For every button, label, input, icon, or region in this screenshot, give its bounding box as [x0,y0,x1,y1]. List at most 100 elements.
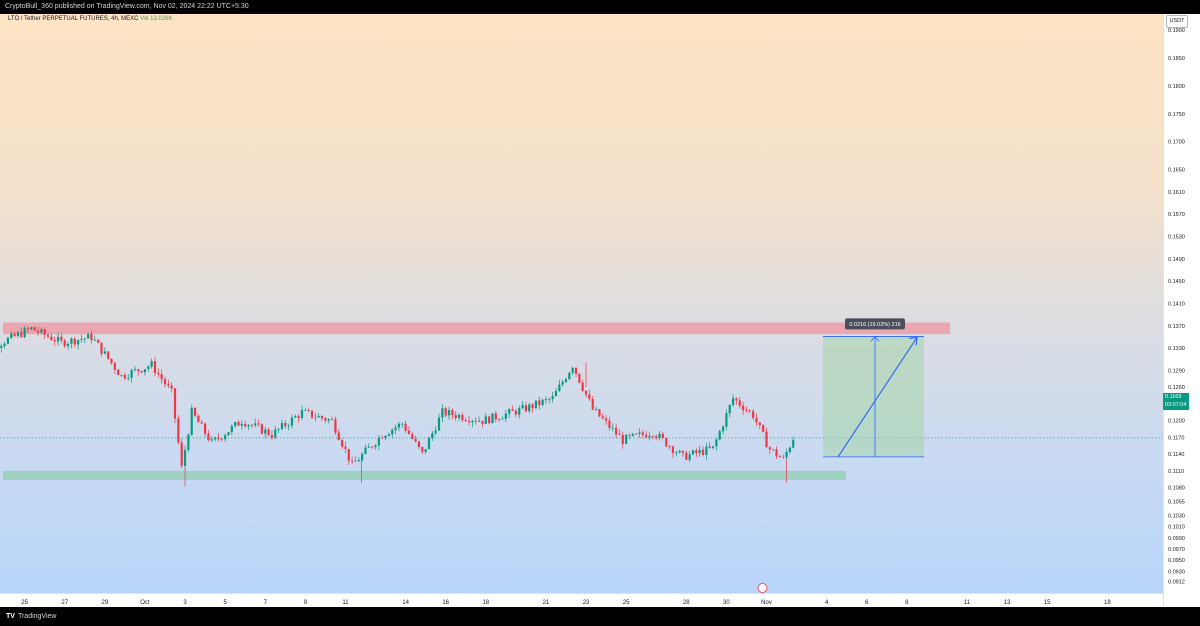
candle-body [364,447,367,454]
price-tick-label: 0.1200 [1168,419,1185,425]
candle-body [204,423,207,434]
candle-body [127,377,130,379]
candle-body [511,409,514,411]
candle-body [491,413,494,424]
chart-area[interactable] [0,14,1163,607]
candle-body [224,435,227,440]
projection-arrow [837,337,918,458]
candle-body [551,396,554,400]
candle-body [571,367,574,373]
time-tick-label: 8 [905,600,909,606]
price-tick-label: 0.1850 [1168,56,1185,62]
candle-body [675,452,678,454]
candle-body [601,416,604,419]
candle-body [721,426,725,432]
candle-body [361,453,364,461]
tradingview-logo-icon[interactable]: TV [6,613,15,620]
candle-body [407,430,411,435]
candle-body [698,449,701,454]
candle-body [50,336,53,341]
target-measure-box [823,336,924,457]
candle-body [548,398,551,400]
candle-body [538,400,541,405]
price-tick-label: 0.0990 [1168,536,1185,542]
candle-body [678,450,681,453]
candle-body [618,434,621,436]
candle-body [187,434,190,450]
candle-body [23,328,26,338]
candle-body [227,432,230,436]
candle-body [705,446,708,455]
candle-body [471,420,474,423]
time-tick-label: 21 [543,600,550,606]
candle-body [484,416,487,424]
candle-body [638,432,641,434]
price-axis-labels: 0.1900 0.1850 0.1800 0.1750 0.1700 0.1650 0.16… [1168,28,1185,585]
candle-body [20,332,23,338]
candle-body [100,342,103,354]
candle-body [394,427,397,430]
time-tick-label: 25 [623,600,630,606]
candle-body [501,418,504,420]
candle-body [615,427,618,435]
resistance-zone [3,322,950,335]
candle-body [30,327,33,330]
candle-body [371,446,374,448]
time-tick-label: 5 [223,600,227,606]
candle-body [498,419,501,421]
candle-body [270,435,274,438]
time-axis[interactable]: 25 27 29 Oct 3 5 7 9 11 14 16 18 21 23 25 28 30 Nov 4 6 8 11 1… [0,593,1163,608]
currency-label[interactable]: USDT [1166,15,1188,28]
candle-body [437,417,441,431]
candle-body [300,410,304,418]
candle-body [143,369,147,373]
candle-body [651,436,654,437]
price-tick-label: 0.1750 [1168,112,1185,118]
candle-body [290,417,294,426]
candle-body [130,370,133,378]
candle-body [304,409,307,411]
candle-body [137,369,140,372]
candle-body [775,449,778,457]
candle-body [207,433,210,441]
candle-body [421,446,424,452]
candle-body [310,410,314,418]
candle-body [230,425,233,433]
candle-body [731,398,735,405]
candle-body [341,439,344,447]
candle-body [695,450,698,454]
price-tick-label: 0.1170 [1168,435,1184,441]
drawings: 0.0216 (19.02%) 216 [757,318,924,593]
candle-body [745,410,748,412]
measure-arrowhead [870,335,880,342]
tradingview-brand[interactable]: TradingView [17,613,57,620]
candle-body [665,437,668,447]
candle-body [494,413,497,420]
candle-body [524,405,527,412]
candle-body [63,340,66,347]
candle-body [6,337,10,344]
candle-body [531,404,534,409]
candle-body [457,414,461,419]
time-tick-label: 23 [583,600,590,606]
candlestick-chart[interactable]: 0.0216 (19.02%) 216 [0,14,1163,607]
candle-body [193,407,197,416]
candle-body [768,447,771,450]
candle-body [544,398,548,400]
candle-body [297,416,300,418]
price-scale[interactable]: 0.1900 0.1850 0.1800 0.1750 0.1700 0.1650 0.16… [1163,14,1200,607]
candle-body [481,420,484,424]
candle-body [681,450,685,453]
price-tick-label: 0.0950 [1168,558,1185,564]
candle-body [404,423,407,431]
candle-body [742,405,745,411]
candle-body [317,415,320,418]
candle-body [274,429,277,438]
candle-body [327,419,330,421]
candle-body [354,460,357,462]
price-tick-label: 0.0970 [1168,547,1185,553]
candle-body [708,446,711,448]
candle-body [250,425,253,426]
candle-body [46,334,50,337]
price-tick-label: 0.0912 [1168,579,1185,585]
